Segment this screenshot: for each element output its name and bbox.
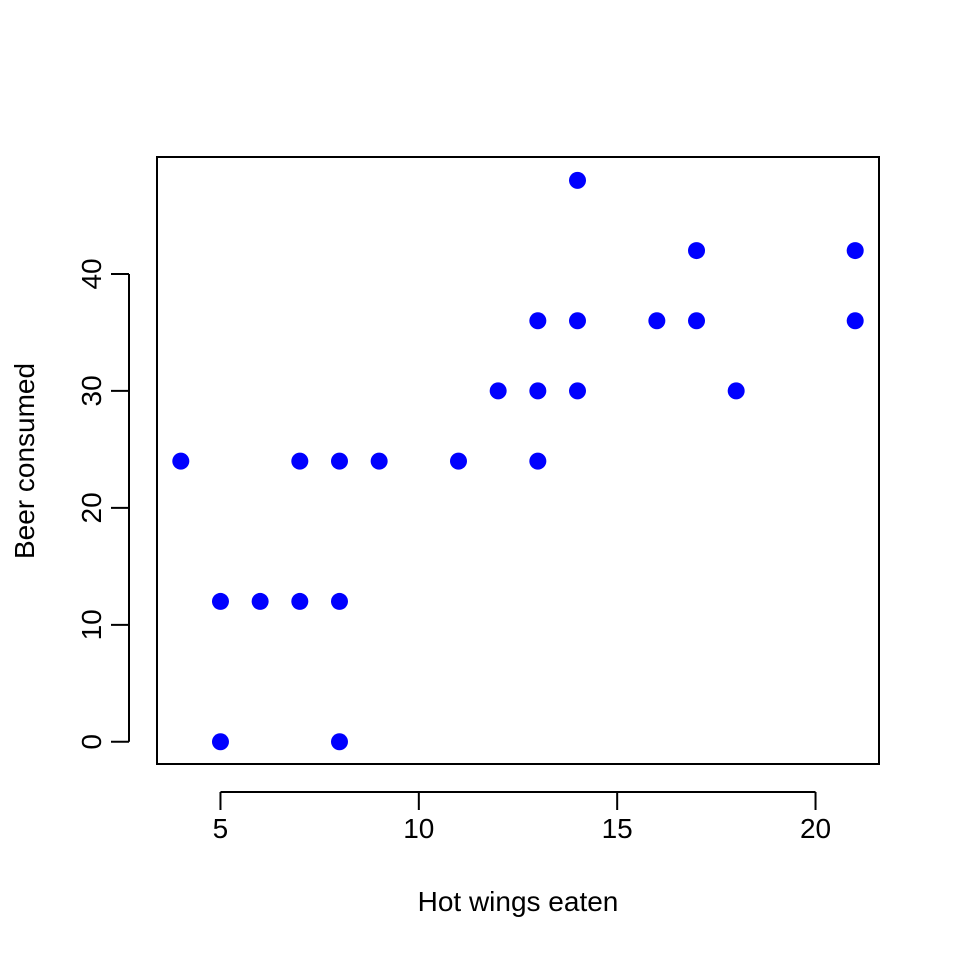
data-point xyxy=(846,242,864,260)
data-point xyxy=(330,733,348,751)
plot-frame xyxy=(156,156,880,765)
x-tick-label: 20 xyxy=(800,813,831,844)
x-tick-label: 5 xyxy=(213,813,229,844)
y-axis-title: Beer consumed xyxy=(9,363,40,559)
data-point xyxy=(688,242,706,260)
data-point xyxy=(648,312,666,330)
data-point xyxy=(211,733,229,751)
data-points xyxy=(172,171,864,751)
data-point xyxy=(291,592,309,610)
data-point xyxy=(330,452,348,470)
y-tick-label: 40 xyxy=(76,258,107,289)
data-point xyxy=(846,312,864,330)
data-point xyxy=(489,382,507,400)
x-tick-label: 10 xyxy=(403,813,434,844)
y-tick-label: 20 xyxy=(76,492,107,523)
data-point xyxy=(529,382,547,400)
data-point xyxy=(172,452,190,470)
data-point xyxy=(529,452,547,470)
x-tick-label: 15 xyxy=(602,813,633,844)
data-point xyxy=(569,312,587,330)
data-point xyxy=(569,382,587,400)
data-point xyxy=(449,452,467,470)
y-tick-label: 0 xyxy=(76,734,107,750)
data-point xyxy=(330,592,348,610)
data-point xyxy=(370,452,388,470)
y-tick-label: 30 xyxy=(76,375,107,406)
y-tick-label: 10 xyxy=(76,609,107,640)
data-point xyxy=(211,592,229,610)
data-point xyxy=(529,312,547,330)
data-point xyxy=(727,382,745,400)
y-axis: 0 10 20 30 40 xyxy=(76,258,130,750)
data-point xyxy=(688,312,706,330)
x-axis-title: Hot wings eaten xyxy=(418,886,619,917)
data-point xyxy=(251,592,269,610)
x-axis: 5 10 15 20 xyxy=(213,791,831,844)
data-point xyxy=(569,171,587,189)
data-point xyxy=(291,452,309,470)
